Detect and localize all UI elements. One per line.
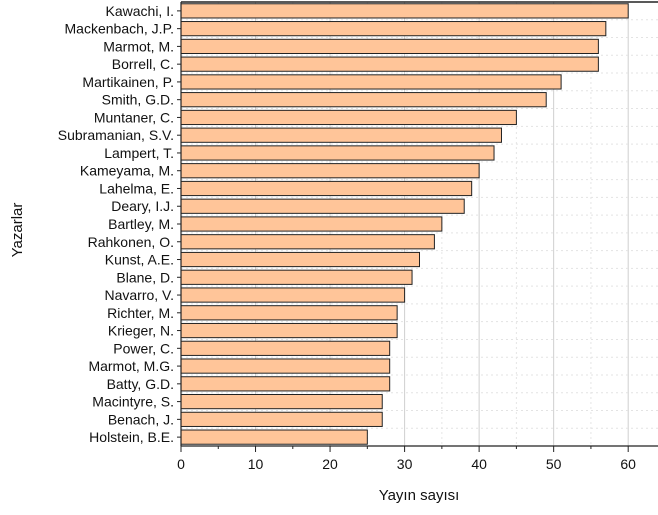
bar [180, 376, 391, 392]
category-label: Mackenbach, J.P. [65, 21, 174, 37]
x-tick-label: 60 [620, 456, 636, 472]
bar [180, 411, 383, 427]
bar [180, 340, 391, 356]
x-tick-label: 50 [546, 456, 562, 472]
bar-layer [180, 3, 629, 445]
category-label: Deary, I.J. [111, 198, 174, 214]
category-label: Borrell, C. [112, 56, 174, 72]
bar [180, 322, 398, 339]
bar [180, 56, 599, 72]
bar [180, 163, 480, 179]
bar [180, 305, 398, 321]
label-layer: Kawachi, I. Mackenbach, J.P.Marmot, M. Bor… [58, 3, 636, 472]
category-label: Muntaner, C. [94, 109, 174, 125]
category-label: Kameyama, M. [80, 163, 174, 179]
category-label: Krieger, N. [108, 323, 174, 339]
x-tick-label: 30 [397, 456, 413, 472]
category-label: Kawachi, I. [106, 3, 174, 19]
bar [180, 198, 465, 214]
x-axis-title: Yayın sayısı [379, 487, 460, 504]
category-label: Kunst, A.E. [105, 252, 174, 268]
category-label: Lahelma, E. [99, 180, 174, 196]
category-label: Bartley, M. [108, 216, 174, 232]
bar [180, 3, 629, 19]
bar [180, 358, 391, 374]
category-label: Martikainen, P. [82, 74, 174, 90]
category-label: Rahkonen, O. [88, 234, 174, 250]
category-label: Richter, M. [107, 305, 174, 321]
x-tick-label: 10 [248, 456, 264, 472]
bar [180, 234, 435, 250]
bar [180, 92, 547, 108]
bar [180, 109, 517, 126]
category-label: Navarro, V. [104, 287, 174, 303]
bar [180, 393, 383, 410]
category-label: Macintyre, S. [92, 394, 174, 410]
bar [180, 287, 406, 303]
bar [180, 429, 368, 445]
category-label: Marmot, M. [103, 38, 174, 54]
category-label: Marmot, M.G. [88, 358, 174, 374]
category-label: Batty, G.D. [107, 376, 174, 392]
y-axis-title: Yazarlar [9, 203, 26, 258]
x-tick-label: 20 [322, 456, 338, 472]
bar [180, 251, 420, 268]
bar [180, 180, 473, 197]
bar [180, 74, 562, 90]
category-label: Lampert, T. [104, 145, 174, 161]
bar [180, 127, 502, 143]
bar [180, 269, 413, 285]
category-label: Subramanian, S.V. [58, 127, 174, 143]
bar [180, 216, 443, 232]
x-tick-label: 40 [471, 456, 487, 472]
category-label: Power, C. [113, 340, 174, 356]
bar [180, 145, 495, 161]
x-tick-label: 0 [177, 456, 185, 472]
category-label: Holstein, B.E. [89, 429, 174, 445]
bar [180, 21, 607, 37]
category-label: Smith, G.D. [102, 92, 174, 108]
category-label: Benach, J. [108, 411, 174, 427]
category-label: Blane, D. [116, 269, 174, 285]
bar [180, 38, 599, 55]
axis-layer [177, 1, 658, 452]
